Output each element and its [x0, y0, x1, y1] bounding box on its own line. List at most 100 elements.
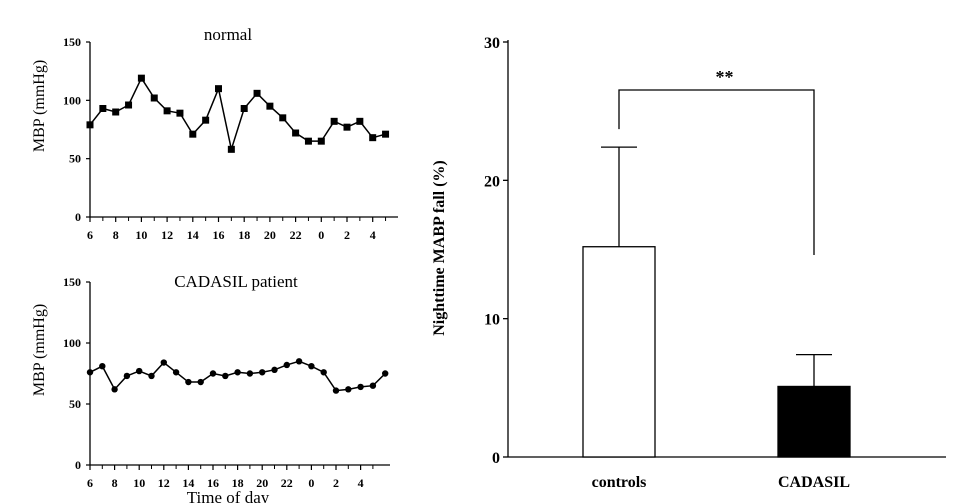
x-tick-label: 22 — [281, 476, 293, 490]
data-point — [172, 369, 180, 376]
significance-bracket — [618, 89, 815, 255]
data-point — [99, 105, 107, 112]
data-point — [317, 137, 325, 145]
y-tick-label: 10 — [484, 312, 500, 329]
x-tick-label: 10 — [135, 228, 147, 242]
normal-y-ticks: 0 50 100 150 — [63, 35, 90, 224]
normal-x-ticks: 6 8 10 12 14 16 18 20 22 0 2 4 — [87, 217, 387, 242]
data-point — [240, 105, 248, 112]
x-tick-label: 2 — [344, 228, 350, 242]
x-tick-label: 16 — [207, 476, 219, 490]
x-tick-label: 2 — [333, 476, 339, 490]
normal-series-line — [89, 76, 386, 153]
data-point — [382, 370, 389, 377]
y-tick-label: 150 — [63, 275, 81, 289]
data-point — [382, 130, 390, 138]
bar-y-ticks: 0 10 20 30 — [484, 35, 508, 467]
data-point — [308, 362, 315, 370]
data-point — [369, 382, 377, 389]
bar-cadasil — [777, 385, 851, 458]
data-point — [356, 117, 364, 125]
data-point — [123, 372, 131, 380]
x-tick-label: 10 — [133, 476, 145, 490]
cadasil-patient-data-points — [86, 358, 389, 394]
data-point — [266, 102, 274, 110]
cadasil-patient-y-axis-label: MBP (mmHg) — [31, 304, 48, 396]
cadasil-patient-panel: CADASIL patient MBP (mmHg) 0 50 100 150 6 8 1… — [31, 272, 390, 503]
x-tick-label: 12 — [161, 228, 173, 242]
data-point — [86, 369, 94, 376]
x-tick-label: 0 — [318, 228, 324, 242]
x-tick-label: 8 — [113, 228, 119, 242]
x-tick-label: 18 — [238, 228, 250, 242]
category-labels: controls CADASIL — [592, 474, 850, 491]
data-point — [369, 134, 377, 142]
y-tick-label: 150 — [63, 35, 81, 49]
cadasil-patient-series-line — [89, 360, 386, 392]
y-tick-label: 0 — [492, 450, 500, 467]
bar-controls — [582, 246, 656, 458]
x-tick-label: 4 — [370, 228, 376, 242]
normal-panel: normal MBP (mmHg) 0 50 100 150 6 8 10 12 14 16 18… — [31, 25, 398, 242]
data-point — [185, 378, 192, 386]
x-tick-label: 14 — [187, 228, 199, 242]
cadasil-patient-y-ticks: 0 50 100 150 — [63, 275, 90, 472]
data-point — [343, 123, 351, 131]
x-tick-label: 14 — [182, 476, 194, 490]
bar-y-axis-label: Nighttime MABP fall (%) — [431, 160, 448, 336]
data-point — [259, 369, 266, 376]
data-point — [148, 372, 155, 380]
data-point — [227, 145, 235, 153]
data-point — [99, 362, 106, 370]
data-point — [222, 372, 229, 380]
data-point — [125, 101, 133, 109]
data-point — [150, 94, 158, 102]
data-point — [304, 137, 312, 145]
y-tick-label: 0 — [75, 210, 81, 224]
data-point — [345, 386, 352, 393]
significance-marker: ** — [716, 67, 734, 87]
data-point — [209, 370, 217, 377]
data-point — [163, 107, 171, 115]
data-point — [332, 387, 340, 394]
data-point — [279, 114, 287, 122]
normal-chart-title: normal — [204, 25, 252, 44]
y-tick-label: 100 — [63, 336, 81, 350]
data-point — [111, 386, 118, 393]
data-point — [253, 89, 261, 97]
x-tick-label: 12 — [158, 476, 170, 490]
y-tick-label: 100 — [63, 93, 81, 107]
x-tick-label: 18 — [232, 476, 244, 490]
cadasil-patient-chart-title: CADASIL patient — [174, 272, 298, 291]
x-tick-label: 20 — [264, 228, 276, 242]
category-label: controls — [592, 474, 647, 491]
data-point — [292, 129, 300, 137]
y-tick-label: 50 — [69, 397, 81, 411]
y-tick-label: 30 — [484, 35, 500, 52]
data-point — [357, 383, 364, 391]
data-point — [160, 359, 167, 366]
data-point — [330, 117, 338, 125]
x-tick-label: 6 — [87, 228, 93, 242]
normal-data-points — [86, 74, 390, 153]
x-tick-label: 4 — [358, 476, 364, 490]
data-point — [86, 121, 94, 129]
data-point — [283, 361, 290, 369]
x-tick-label: 8 — [112, 476, 118, 490]
normal-y-axis-label: MBP (mmHg) — [31, 60, 48, 152]
x-tick-label: 0 — [308, 476, 314, 490]
data-point — [202, 116, 210, 124]
x-tick-label: 6 — [87, 476, 93, 490]
data-point — [112, 108, 120, 116]
data-point — [320, 369, 327, 376]
x-tick-label: 16 — [213, 228, 225, 242]
time-axis-label: Time of day — [187, 488, 270, 503]
x-tick-label: 20 — [256, 476, 268, 490]
y-tick-label: 50 — [69, 152, 81, 166]
data-point — [234, 369, 241, 376]
cadasil-patient-x-ticks: 6 8 10 12 14 16 18 20 22 0 2 4 — [87, 465, 374, 490]
data-point — [176, 109, 184, 117]
data-point — [246, 370, 254, 377]
x-tick-label: 22 — [290, 228, 302, 242]
data-point — [197, 378, 204, 386]
